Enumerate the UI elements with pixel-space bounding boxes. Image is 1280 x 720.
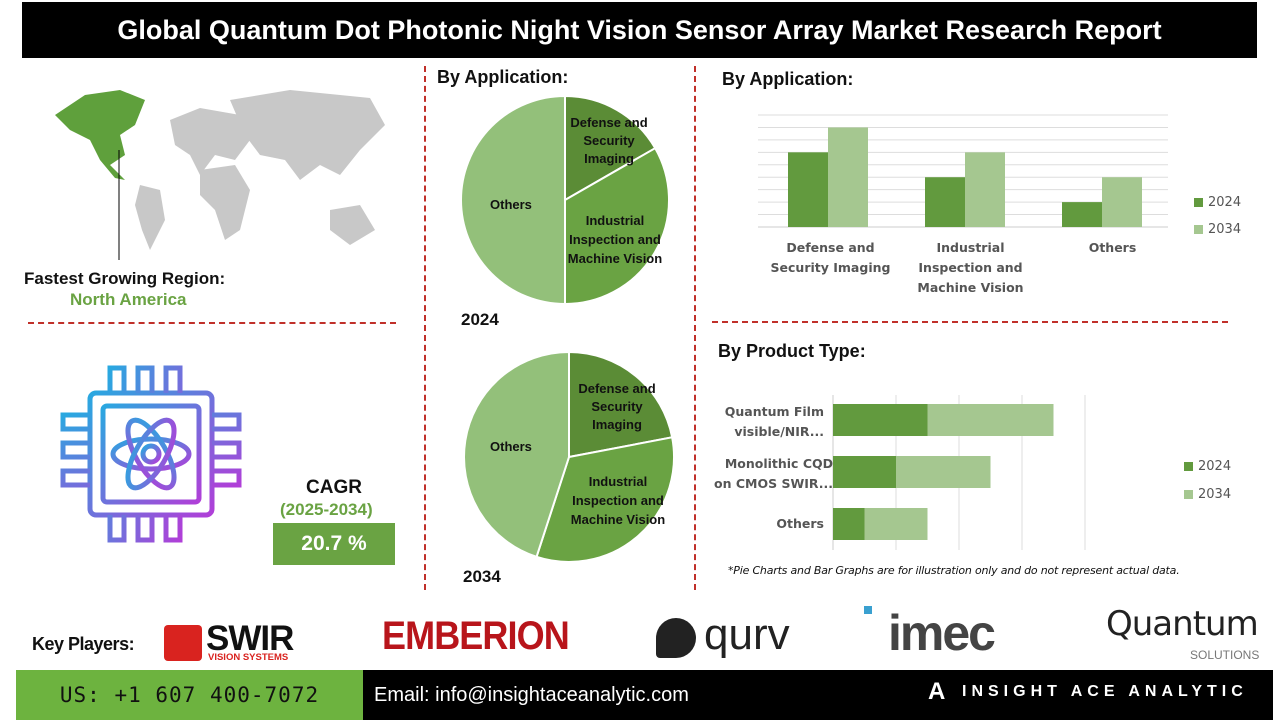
application-bar-chart [758,114,1168,228]
bar [788,152,828,227]
bar [1062,202,1102,227]
pie-label: Industrial Inspection and Machine Vision [567,213,663,266]
bar-segment [896,456,991,488]
pie-slice [535,436,675,563]
cagr-label: CAGR [306,477,362,498]
qurv-logo: qurv [704,610,790,659]
bar-title: By Application: [722,69,854,89]
y-tick-label: Others [776,516,824,531]
region-label: Fastest Growing Region: [24,269,226,288]
bar-segment [833,456,896,488]
pie-year-2024: 2024 [461,310,499,329]
bar-segment [833,404,928,436]
pie-slice [564,94,657,202]
pie-label: Others [490,439,532,454]
bar [925,177,965,227]
swir-logo: SWIR VISION SYSTEMS [164,619,314,663]
x-tick-label: Defense and Security Imaging [770,240,891,275]
bar-segment [864,508,928,540]
x-tick-label: Industrial Inspection and Machine Vision [917,240,1024,295]
emberion-logo: EMBERION [382,614,570,658]
email-link[interactable]: Email: info@insightaceanalytic.com [374,684,689,706]
report-title: Global Quantum Dot Photonic Night Vision… [22,2,1257,58]
pie-label: Others [490,197,532,212]
phone-number: US: +1 607 400-7072 [16,670,363,720]
key-players-label: Key Players: [32,634,135,654]
pie-label: Industrial Inspection and Machine Vision [570,474,666,527]
quantum-solutions-sub: SOLUTIONS [1190,648,1260,662]
imec-logo: imec [888,605,996,661]
bar-segment [833,508,865,540]
divider [712,321,1228,323]
qurv-logo-mark [656,618,696,658]
legend-2034: 2034 [1184,487,1231,502]
pie-slice [463,350,570,559]
pie-label: Defense and Security Imaging [570,115,648,166]
region-value: North America [70,290,187,309]
pie-slice [460,94,566,306]
brand-name: INSIGHT ACE ANALYTIC [962,683,1248,700]
x-tick-label: Others [1088,240,1137,255]
pie-title: By Application: [437,67,569,87]
pie-slice [568,350,674,459]
bar [828,127,868,227]
quantum-chip-icon [60,365,242,543]
pie-charts [460,94,675,563]
imec-logo-dot [864,606,872,614]
bar-title: By Product Type: [718,341,866,361]
pie-label: Defense and Security Imaging [578,381,656,432]
bar [1102,177,1142,227]
cagr-period: (2025-2034) [280,500,373,519]
divider [694,66,696,590]
legend-2024: 2024 [1194,195,1241,210]
divider [28,322,396,324]
product-type-bar-chart [832,395,1086,550]
y-tick-label: Monolithic CQD on CMOS SWIR... [714,456,833,491]
brand-logo-icon: A [928,678,946,705]
world-map [55,90,385,260]
cagr-value: 20.7 % [273,523,395,565]
divider [424,66,426,590]
quantum-solutions-logo: Quantum [1106,604,1259,644]
footer-bar [363,670,1273,720]
legend-2034: 2034 [1194,222,1241,237]
pie-slice [564,146,670,306]
bar [965,152,1005,227]
y-tick-label: Quantum Film visible/NIR... [724,404,824,439]
bar-segment [927,404,1054,436]
disclaimer-note: *Pie Charts and Bar Graphs are for illus… [728,564,1180,577]
pie-year-2034: 2034 [463,567,501,586]
legend-2024: 2024 [1184,459,1231,474]
